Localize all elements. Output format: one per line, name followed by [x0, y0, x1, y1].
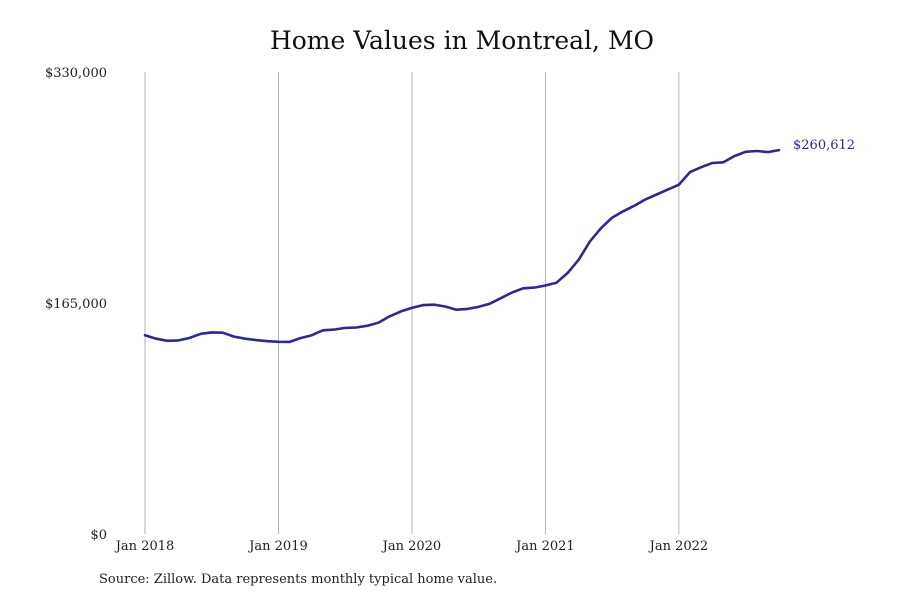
x-axis: Jan 2018 Jan 2019 Jan 2020 Jan 2021 Jan 2022 [114, 539, 708, 554]
y-tick-label: $330,000 [45, 66, 107, 81]
y-tick-label: $165,000 [45, 297, 107, 312]
x-tick-label: Jan 2018 [114, 539, 175, 554]
x-tick-label: Jan 2019 [247, 539, 308, 554]
chart-title: Home Values in Montreal, MO [269, 26, 655, 55]
series-group [143, 148, 781, 344]
series-line-0 [143, 148, 781, 344]
end-value-label: $260,612 [793, 138, 855, 153]
x-tick-label: Jan 2022 [648, 539, 709, 554]
source-note: Source: Zillow. Data represents monthly … [99, 572, 498, 587]
x-tick-label: Jan 2021 [514, 539, 575, 554]
y-axis: $0 $165,000 $330,000 [45, 66, 107, 543]
y-tick-label: $0 [90, 528, 107, 543]
x-tick-label: Jan 2020 [381, 539, 442, 554]
grid-lines [144, 72, 680, 534]
